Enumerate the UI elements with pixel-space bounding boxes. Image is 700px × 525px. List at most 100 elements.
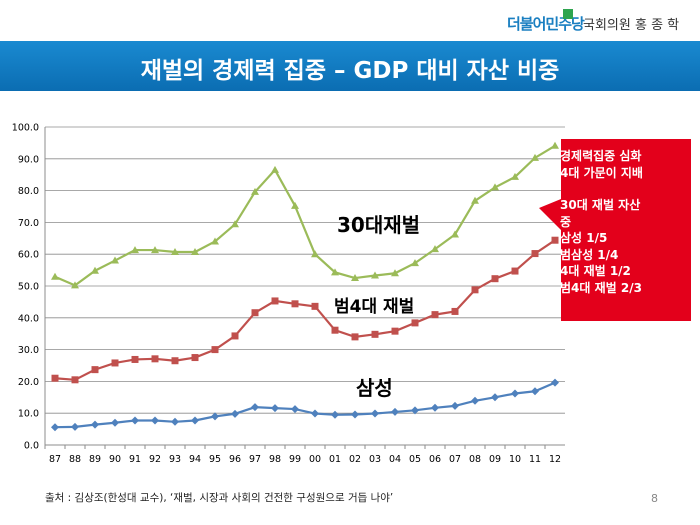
data-point-top30 <box>171 247 179 255</box>
x-tick-label: 98 <box>269 454 281 465</box>
data-point-samsung <box>331 410 339 419</box>
x-tick-label: 08 <box>469 454 481 465</box>
data-point-big4 <box>151 355 159 363</box>
data-point-samsung <box>511 389 519 398</box>
data-point-top30 <box>451 230 459 238</box>
x-tick-label: 88 <box>69 454 81 465</box>
data-point-top30 <box>231 220 239 228</box>
data-point-top30 <box>151 246 159 254</box>
x-tick-label: 10 <box>509 454 521 465</box>
data-point-big4 <box>251 309 259 317</box>
data-point-top30 <box>51 272 59 280</box>
data-point-samsung <box>351 410 359 419</box>
data-point-samsung <box>371 409 379 418</box>
x-axis: 87 88 89 90 91 92 93 94 95 96 97 98 99 00 01 02 03 04 05 06… <box>44 444 565 465</box>
y-tick-label: 60.0 <box>18 250 39 261</box>
data-point-top30 <box>351 274 359 282</box>
data-point-big4 <box>131 355 139 363</box>
callout-line: 범4대 재벌 2/3 <box>560 280 642 295</box>
callout-line: 범삼성 1/4 <box>560 247 619 262</box>
data-point-samsung <box>131 416 139 425</box>
callout-line: 삼성 1/5 <box>560 231 608 245</box>
data-point-big4 <box>351 333 359 341</box>
data-point-top30 <box>511 172 519 180</box>
x-tick-label: 09 <box>489 454 501 465</box>
data-point-top30 <box>371 271 379 279</box>
data-point-top30 <box>71 281 79 289</box>
y-tick-label: 10.0 <box>18 409 39 420</box>
data-point-big4 <box>71 376 79 384</box>
data-point-samsung <box>51 423 59 432</box>
data-point-big4 <box>191 354 199 362</box>
data-point-top30 <box>431 245 439 253</box>
data-point-big4 <box>551 236 559 244</box>
x-tick-label: 95 <box>209 454 221 465</box>
x-tick-label: 90 <box>109 454 121 465</box>
data-point-top30 <box>211 237 219 245</box>
data-point-top30 <box>311 250 319 258</box>
data-point-samsung <box>551 378 559 387</box>
data-point-samsung <box>111 418 119 427</box>
data-point-samsung <box>411 406 419 415</box>
x-tick-label: 97 <box>249 454 261 465</box>
series-line-samsung <box>54 381 556 429</box>
x-tick-label: 02 <box>349 454 361 465</box>
x-tick-label: 94 <box>189 454 201 465</box>
series-label-top30: 30대재벌 <box>337 213 421 237</box>
data-point-samsung <box>271 404 279 413</box>
data-point-top30 <box>411 259 419 267</box>
x-tick-label: 91 <box>129 454 141 465</box>
x-tick-label: 00 <box>309 454 321 465</box>
x-tick-label: 05 <box>409 454 421 465</box>
data-point-big4 <box>431 311 439 319</box>
x-tick-label: 99 <box>289 454 301 465</box>
y-tick-label: 50.0 <box>18 282 39 293</box>
callout-text: 경제력집중 심화 4대 가문이 지배 30대 재벌 자산 중 삼성 1/5 범삼… <box>560 148 690 296</box>
data-point-samsung <box>531 387 539 396</box>
x-tick-label: 12 <box>549 454 561 465</box>
x-tick-label: 92 <box>149 454 161 465</box>
data-point-big4 <box>51 374 59 382</box>
data-point-big4 <box>211 346 219 354</box>
callout-line: 4대 재벌 1/2 <box>560 264 631 278</box>
data-point-big4 <box>291 300 299 308</box>
data-point-samsung <box>491 393 499 402</box>
data-point-samsung <box>311 409 319 418</box>
member-name: 국회의원 홍 종 학 <box>583 18 680 33</box>
y-axis: 0.0 10.0 20.0 30.0 40.0 50.0 60.0 70.0 80.0 90.0 1… <box>12 123 46 452</box>
callout-line <box>560 181 690 197</box>
y-tick-label: 20.0 <box>18 377 39 388</box>
y-tick-label: 90.0 <box>18 154 39 165</box>
data-point-top30 <box>531 153 539 161</box>
data-point-samsung <box>91 420 99 429</box>
party-logo: 더불어민주당 <box>507 15 585 33</box>
data-point-samsung <box>191 416 199 425</box>
data-point-samsung <box>71 422 79 431</box>
data-point-big4 <box>451 307 459 315</box>
x-tick-label: 89 <box>89 454 101 465</box>
data-point-top30 <box>191 247 199 255</box>
callout-line: 경제력집중 심화 <box>560 149 642 163</box>
data-point-big4 <box>91 366 99 374</box>
callout-box <box>539 139 691 321</box>
data-point-samsung <box>391 407 399 416</box>
data-point-samsung <box>211 412 219 421</box>
y-tick-label: 70.0 <box>18 218 39 229</box>
series-label-big4: 범4대 재벌 <box>334 297 415 317</box>
x-tick-label: 11 <box>529 454 541 465</box>
x-tick-label: 87 <box>49 454 61 465</box>
data-point-samsung <box>451 401 459 410</box>
data-point-top30 <box>331 268 339 276</box>
data-point-big4 <box>511 267 519 275</box>
data-point-top30 <box>131 246 139 254</box>
series-label-samsung: 삼성 <box>356 376 393 400</box>
data-point-samsung <box>171 417 179 426</box>
x-tick-label: 06 <box>429 454 441 465</box>
data-point-big4 <box>171 357 179 365</box>
data-point-big4 <box>311 302 319 310</box>
data-point-big4 <box>111 359 119 367</box>
x-tick-label: 93 <box>169 454 181 465</box>
data-point-samsung <box>431 403 439 412</box>
y-tick-label: 0.0 <box>24 441 39 452</box>
